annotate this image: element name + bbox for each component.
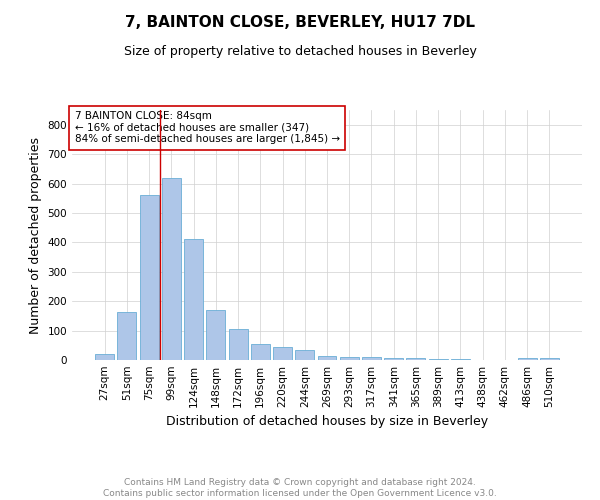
Text: 7 BAINTON CLOSE: 84sqm
← 16% of detached houses are smaller (347)
84% of semi-de: 7 BAINTON CLOSE: 84sqm ← 16% of detached…	[74, 112, 340, 144]
Bar	[251, 344, 270, 360]
Bar	[273, 348, 292, 360]
Text: Size of property relative to detached houses in Beverley: Size of property relative to detached ho…	[124, 45, 476, 58]
Bar	[384, 358, 403, 360]
Bar	[229, 329, 248, 360]
Bar	[340, 357, 359, 360]
Bar	[162, 178, 181, 360]
Bar	[362, 357, 381, 360]
Bar	[317, 356, 337, 360]
Bar	[206, 310, 225, 360]
Bar	[429, 358, 448, 360]
Y-axis label: Number of detached properties: Number of detached properties	[29, 136, 42, 334]
Text: 7, BAINTON CLOSE, BEVERLEY, HU17 7DL: 7, BAINTON CLOSE, BEVERLEY, HU17 7DL	[125, 15, 475, 30]
X-axis label: Distribution of detached houses by size in Beverley: Distribution of detached houses by size …	[166, 416, 488, 428]
Bar	[406, 358, 425, 360]
Bar	[451, 358, 470, 360]
Bar	[295, 350, 314, 360]
Bar	[540, 358, 559, 360]
Bar	[118, 312, 136, 360]
Bar	[184, 240, 203, 360]
Bar	[518, 358, 536, 360]
Text: Contains HM Land Registry data © Crown copyright and database right 2024.
Contai: Contains HM Land Registry data © Crown c…	[103, 478, 497, 498]
Bar	[95, 354, 114, 360]
Bar	[140, 196, 158, 360]
